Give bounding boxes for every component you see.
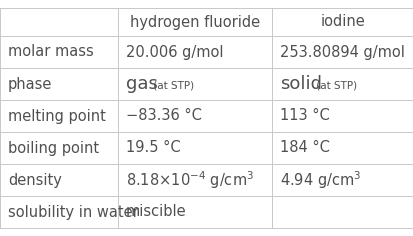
Text: −83.36 °C: −83.36 °C <box>126 109 202 123</box>
Text: density: density <box>8 173 62 187</box>
Text: 4.94 g/cm$^3$: 4.94 g/cm$^3$ <box>279 169 361 191</box>
Text: hydrogen fluoride: hydrogen fluoride <box>130 14 259 30</box>
Text: 19.5 °C: 19.5 °C <box>126 140 180 156</box>
Text: iodine: iodine <box>320 14 365 30</box>
Text: melting point: melting point <box>8 109 106 123</box>
Text: 253.80894 g/mol: 253.80894 g/mol <box>279 45 404 59</box>
Text: solubility in water: solubility in water <box>8 205 138 219</box>
Text: 20.006 g/mol: 20.006 g/mol <box>126 45 223 59</box>
Text: (at STP): (at STP) <box>312 80 356 90</box>
Text: molar mass: molar mass <box>8 45 93 59</box>
Text: (at STP): (at STP) <box>150 80 194 90</box>
Text: 184 °C: 184 °C <box>279 140 329 156</box>
Text: miscible: miscible <box>126 205 186 219</box>
Text: gas: gas <box>126 75 157 93</box>
Text: 113 °C: 113 °C <box>279 109 329 123</box>
Text: $8.18{\times}10^{-4}$ g/cm$^3$: $8.18{\times}10^{-4}$ g/cm$^3$ <box>126 169 254 191</box>
Text: phase: phase <box>8 76 52 92</box>
Text: boiling point: boiling point <box>8 140 99 156</box>
Text: solid: solid <box>279 75 321 93</box>
